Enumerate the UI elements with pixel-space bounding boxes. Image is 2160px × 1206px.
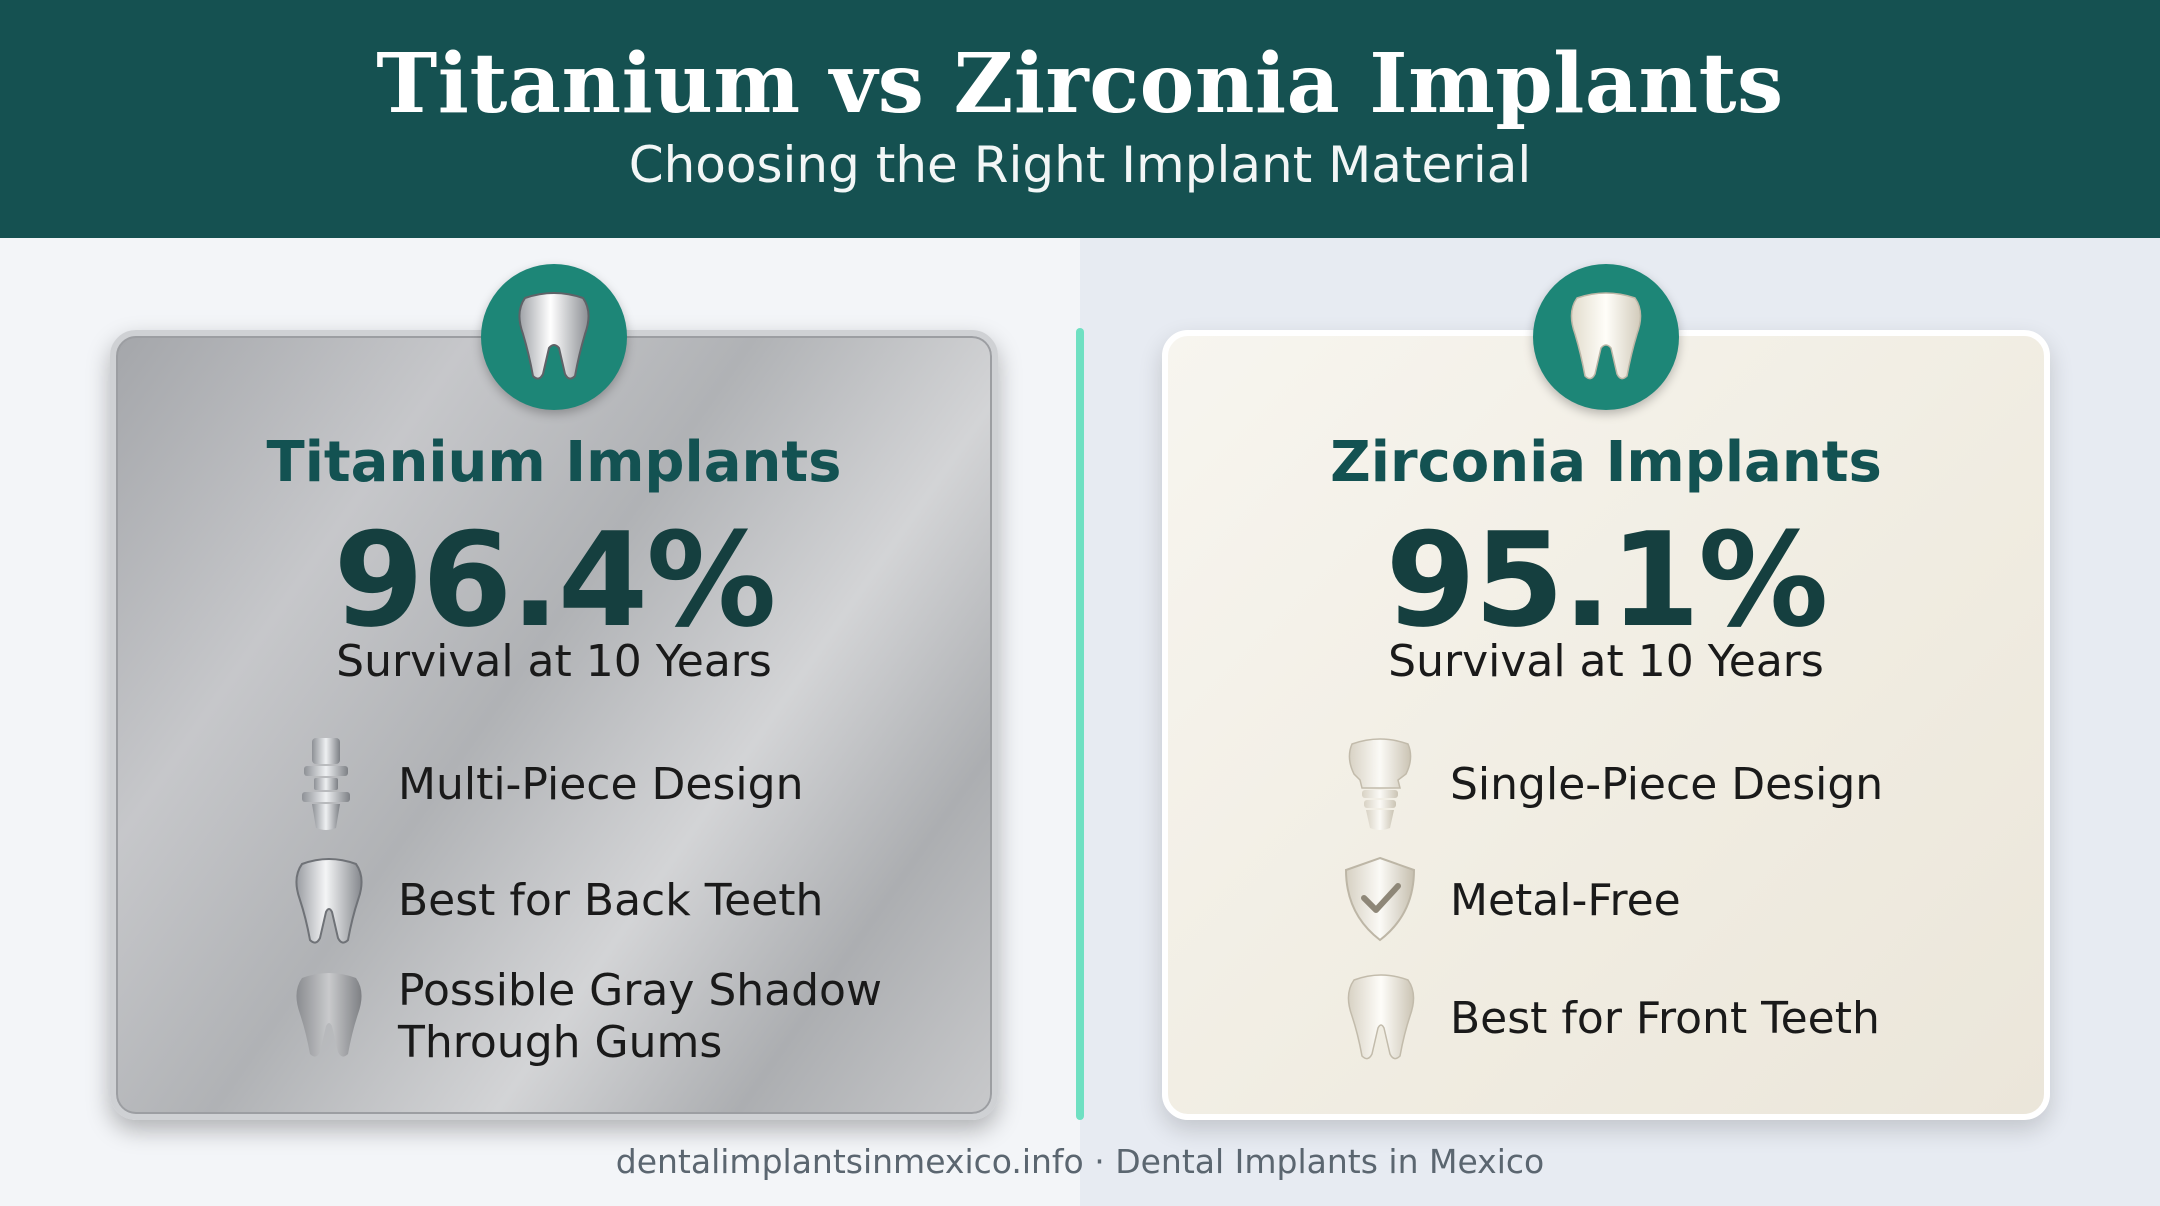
feature-label: Single-Piece Design [1450,759,1884,810]
tooth-icon [292,856,366,950]
single-piece-implant-icon [1344,736,1416,836]
survival-rate: 96.4% [333,504,776,656]
feature-item: Single-Piece Design [1168,736,2044,836]
footer-credit: dentalimplantsinmexico.info · Dental Imp… [615,1142,1545,1181]
zirconia-card: Zirconia Implants 95.1% Survival at 10 Y… [1162,330,2050,1120]
tooth-icon [1344,972,1418,1066]
titanium-badge [481,264,627,410]
feature-item: Best for Back Teeth [116,856,992,946]
feature-item: Best for Front Teeth [1168,972,2044,1068]
feature-item: Multi-Piece Design [116,736,992,836]
feature-item: Possible Gray Shadow Through Gums [116,964,992,1074]
page-subtitle: Choosing the Right Implant Material [628,136,1532,194]
card-title: Titanium Implants [266,430,842,495]
feature-item: Metal-Free [1168,856,2044,946]
center-divider [1076,328,1084,1120]
shield-check-icon [1342,856,1418,946]
implant-screw-icon [298,736,354,836]
zirconia-badge [1533,264,1679,410]
feature-label-line2: Through Gums [398,1017,723,1068]
titanium-card: Titanium Implants 96.4% Survival at 10 Y… [110,330,998,1120]
gray-tooth-icon [292,970,366,1064]
page-title: Titanium vs Zirconia Implants [376,36,1784,132]
feature-label: Best for Back Teeth [398,875,824,926]
survival-label: Survival at 10 Years [336,636,772,687]
feature-label: Multi-Piece Design [398,759,804,810]
card-title: Zirconia Implants [1330,430,1882,495]
survival-rate: 95.1% [1385,504,1828,656]
survival-label: Survival at 10 Years [1388,636,1824,687]
header-banner: Titanium vs Zirconia Implants Choosing t… [0,0,2160,238]
feature-label: Best for Front Teeth [1450,993,1880,1044]
feature-label: Metal-Free [1450,875,1681,926]
feature-label-line1: Possible Gray Shadow [398,965,882,1016]
